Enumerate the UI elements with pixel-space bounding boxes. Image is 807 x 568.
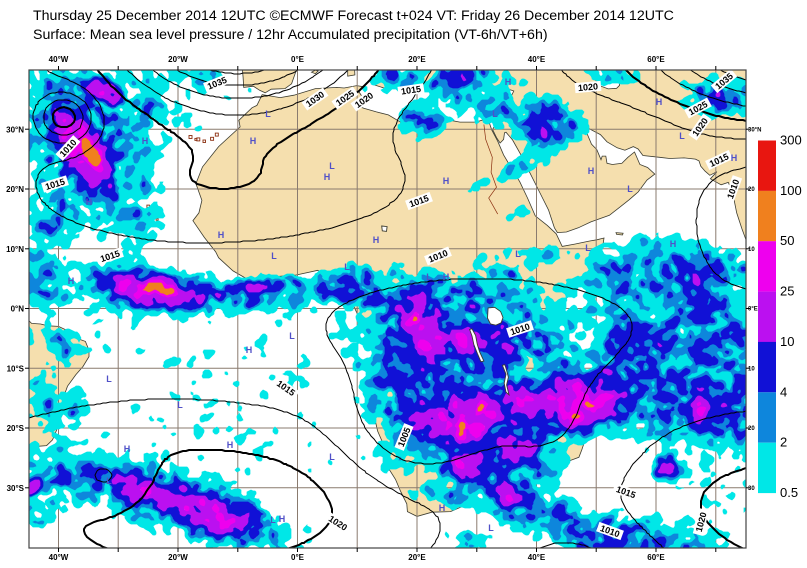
svg-text:20: 20 — [748, 426, 755, 432]
svg-text:1015: 1015 — [400, 84, 421, 97]
svg-text:40°E: 40°E — [528, 55, 546, 64]
svg-text:H: H — [246, 345, 253, 355]
svg-text:L: L — [270, 515, 276, 525]
svg-text:10°N: 10°N — [6, 245, 24, 254]
svg-text:L: L — [488, 523, 494, 533]
svg-text:H: H — [443, 272, 450, 282]
svg-text:H: H — [250, 136, 257, 146]
svg-text:1020: 1020 — [578, 81, 599, 93]
svg-text:10: 10 — [748, 366, 755, 372]
svg-text:0°E: 0°E — [291, 553, 305, 562]
svg-text:H: H — [324, 172, 331, 182]
svg-text:H: H — [588, 166, 595, 176]
svg-text:60°E: 60°E — [647, 55, 665, 64]
svg-text:0°E: 0°E — [291, 55, 305, 64]
svg-text:Surface: Mean sea level pressu: Surface: Mean sea level pressure / 12hr … — [33, 27, 548, 43]
svg-text:H: H — [443, 176, 450, 186]
svg-text:20°S: 20°S — [7, 424, 25, 433]
svg-text:L: L — [627, 184, 633, 194]
svg-text:0°E: 0°E — [748, 307, 758, 313]
svg-text:20°W: 20°W — [168, 55, 188, 64]
svg-text:50: 50 — [780, 233, 794, 248]
svg-text:H: H — [656, 97, 663, 107]
svg-text:L: L — [265, 109, 271, 119]
svg-text:20°E: 20°E — [408, 55, 426, 64]
svg-text:H: H — [279, 514, 286, 524]
svg-text:10°S: 10°S — [7, 364, 25, 373]
svg-text:40°W: 40°W — [49, 553, 69, 562]
svg-text:L: L — [106, 476, 112, 486]
svg-text:L: L — [679, 131, 685, 141]
svg-text:H: H — [68, 276, 75, 286]
svg-text:L: L — [329, 161, 335, 171]
svg-text:L: L — [515, 249, 521, 259]
svg-text:L: L — [492, 109, 498, 119]
svg-text:H: H — [218, 230, 225, 240]
svg-text:L: L — [289, 331, 295, 341]
svg-text:100: 100 — [780, 183, 802, 198]
svg-text:H: H — [731, 153, 738, 163]
svg-text:10: 10 — [748, 247, 755, 253]
svg-text:30°S: 30°S — [7, 484, 25, 493]
svg-text:H: H — [227, 440, 234, 450]
svg-text:40°W: 40°W — [49, 55, 69, 64]
svg-text:L: L — [585, 243, 591, 253]
svg-text:20°N: 20°N — [6, 185, 24, 194]
svg-text:H: H — [670, 239, 677, 249]
svg-text:4: 4 — [780, 384, 787, 399]
svg-text:L: L — [106, 374, 112, 384]
svg-text:L: L — [329, 452, 335, 462]
svg-text:H: H — [142, 136, 149, 146]
svg-text:H: H — [86, 197, 93, 207]
svg-text:L: L — [177, 400, 183, 410]
svg-text:0°N: 0°N — [11, 305, 25, 314]
svg-text:30°N: 30°N — [6, 125, 24, 134]
svg-text:L: L — [344, 262, 350, 272]
svg-text:20: 20 — [748, 187, 755, 193]
svg-text:L: L — [271, 251, 277, 261]
svg-text:H: H — [439, 503, 446, 513]
svg-text:H: H — [505, 77, 512, 87]
svg-text:25: 25 — [780, 284, 794, 299]
svg-text:L: L — [426, 272, 432, 282]
svg-text:0.5: 0.5 — [780, 485, 798, 500]
svg-text:H: H — [373, 235, 380, 245]
svg-text:30: 30 — [748, 486, 755, 492]
svg-text:20°E: 20°E — [408, 553, 426, 562]
svg-text:20°W: 20°W — [168, 553, 188, 562]
svg-text:Thursday 25 December 2014 12UT: Thursday 25 December 2014 12UTC ©ECMWF F… — [33, 8, 674, 24]
svg-text:300: 300 — [780, 133, 802, 148]
svg-text:30°N: 30°N — [748, 127, 761, 133]
svg-text:40°E: 40°E — [528, 553, 546, 562]
svg-text:10: 10 — [780, 334, 794, 349]
svg-text:2: 2 — [780, 435, 787, 450]
svg-text:60°E: 60°E — [647, 553, 665, 562]
svg-text:H: H — [124, 444, 131, 454]
